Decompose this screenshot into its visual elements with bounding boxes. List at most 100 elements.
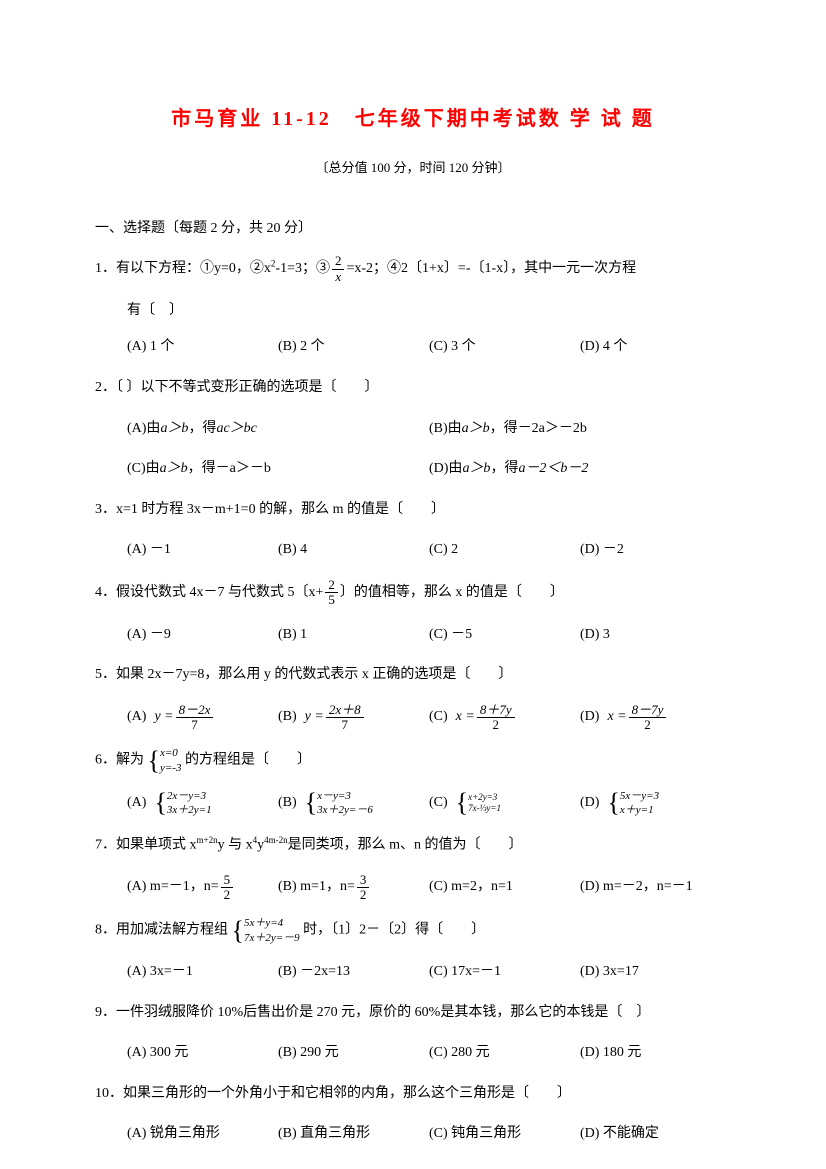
q9-opt-d: (D) 180 元 (580, 1040, 731, 1067)
q6-sys0-2: y=-3 (160, 761, 181, 775)
q7-s3: 4m-2n (264, 835, 288, 845)
q1-continue: 有〔 〕 (95, 298, 731, 325)
q4-opt-b: (B) 1 (278, 622, 429, 649)
q7-options: (A) m=－1，n=52 (B) m=1，n=32 (C) m=2，n=1 (… (95, 873, 731, 903)
q6d-2: x＋y=1 (620, 803, 659, 817)
q2a-3: ，得 (188, 416, 216, 443)
q4-options: (A) －9 (B) 1 (C) －5 (D) 3 (95, 622, 731, 649)
q5c-v: x = (456, 704, 475, 731)
q4-opt-a: (A) －9 (127, 622, 278, 649)
q4-frac-den: 5 (325, 593, 338, 607)
question-3: 3．x=1 时方程 3x－m+1=0 的解，那么 m 的值是〔 〕 (95, 497, 731, 524)
q2b-3: ，得－2a＞－2b (490, 416, 587, 443)
q2-opt-b: (B)由a＞b，得－2a＞－2b (429, 416, 731, 443)
q7-s1: m+2n (197, 835, 218, 845)
q8-b: 时，〔1〕2－〔2〕得〔 〕 (303, 923, 485, 938)
q5b-l: (B) (278, 704, 297, 731)
q5b-num: 2x＋8 (326, 703, 364, 718)
question-2: 2．〔 〕以下不等式变形正确的选项是〔 〕 (95, 375, 731, 402)
q6-sys0-1: x=0 (160, 746, 181, 760)
q2c-1: (C)由 (127, 456, 160, 483)
q8-a: 8．用加减法解方程组 (95, 923, 228, 938)
question-9: 9．一件羽绒服降价 10%后售出价是 270 元，原价的 60%是其本钱，那么它… (95, 1000, 731, 1027)
q1-opt-b: (B) 2 个 (278, 334, 429, 361)
q2-options-1: (A)由a＞b，得ac＞bc (B)由a＞b，得－2a＞－2b (95, 416, 731, 443)
q4-opt-d: (D) 3 (580, 622, 731, 649)
q5d-den: 2 (641, 718, 654, 732)
q8-options: (A) 3x=－1 (B) －2x=13 (C) 17x=－1 (D) 3x=1… (95, 959, 731, 986)
q9-opt-a: (A) 300 元 (127, 1040, 278, 1067)
q6c-l: (C) (429, 790, 448, 817)
q1-opt-d: (D) 4 个 (580, 334, 731, 361)
brace-icon: { (456, 790, 468, 816)
q5c-l: (C) (429, 704, 448, 731)
question-5: 5．如果 2x－7y=8，那么用 y 的代数式表示 x 正确的选项是〔 〕 (95, 662, 731, 689)
q2b-2: a＞b (462, 416, 490, 443)
q8-opt-a: (A) 3x=－1 (127, 959, 278, 986)
q6-stem-a: 6．解为 (95, 753, 144, 768)
q2d-3: ，得 (490, 456, 518, 483)
question-10: 10．如果三角形的一个外角小于和它相邻的内角，那么这个三角形是〔 〕 (95, 1081, 731, 1108)
q8-s2: 7x＋2y=－9 (244, 931, 300, 945)
q7a-num: 5 (221, 873, 234, 888)
q5-opt-b: (B) y = 2x＋87 (278, 703, 429, 733)
q2-opt-a: (A)由a＞b，得ac＞bc (127, 416, 429, 443)
q1-stem-b: -1=3；③ (275, 261, 330, 276)
q7-d: 是同类项，那么 m、n 的值为〔 〕 (288, 837, 523, 852)
q3-options: (A) －1 (B) 4 (C) 2 (D) －2 (95, 537, 731, 564)
q2d-1: (D)由 (429, 456, 462, 483)
q5-options: (A) y = 8－2x7 (B) y = 2x＋87 (C) x = 8＋7y… (95, 703, 731, 733)
q2d-2: a＞b (462, 456, 490, 483)
q7-opt-b: (B) m=1，n=32 (278, 873, 429, 903)
q9-opt-b: (B) 290 元 (278, 1040, 429, 1067)
q5d-v: x = (607, 704, 626, 731)
q10-options: (A) 锐角三角形 (B) 直角三角形 (C) 钝角三角形 (D) 不能确定 (95, 1121, 731, 1148)
q5a-l: (A) (127, 704, 146, 731)
q9-opt-c: (C) 280 元 (429, 1040, 580, 1067)
q6b-l: (B) (278, 790, 297, 817)
q5c-den: 2 (489, 718, 502, 732)
q5d-l: (D) (580, 704, 599, 731)
q2-opt-c: (C)由a＞b，得－a＞－b (127, 456, 429, 483)
brace-icon: { (607, 790, 619, 816)
q6-opt-b: (B) {x－y=33x＋2y=－6 (278, 789, 429, 818)
q2b-1: (B)由 (429, 416, 462, 443)
q6c-1: x+2y=3 (468, 792, 501, 804)
q7-b: y 与 x (218, 837, 253, 852)
q6-stem-b: 的方程组是〔 〕 (185, 753, 311, 768)
q10-opt-c: (C) 钝角三角形 (429, 1121, 580, 1148)
question-4: 4．假设代数式 4x－7 与代数式 5〔x+25〕的值相等，那么 x 的值是〔 … (95, 578, 731, 608)
q5a-num: 8－2x (176, 703, 214, 718)
q4-frac-num: 2 (325, 578, 338, 593)
brace-icon: { (148, 748, 160, 774)
q1-frac-den: x (332, 270, 344, 284)
q1-frac-num: 2 (332, 254, 345, 269)
q2a-1: (A)由 (127, 416, 160, 443)
brace-icon: { (305, 790, 317, 816)
q6c-2: 7x-⅓y=1 (468, 803, 501, 815)
q5b-v: y = (305, 704, 324, 731)
q6-opt-d: (D) {5x－y=3x＋y=1 (580, 789, 731, 818)
q8-opt-d: (D) 3x=17 (580, 959, 731, 986)
q5b-den: 7 (338, 718, 351, 732)
page-subtitle: 〔总分值 100 分，时间 120 分钟〕 (95, 156, 731, 181)
q2a-2: a＞b (160, 416, 188, 443)
q7-opt-c: (C) m=2，n=1 (429, 873, 580, 903)
q8-s1: 5x＋y=4 (244, 916, 300, 930)
q2-opt-d: (D)由a＞b，得a－2＜b－2 (429, 456, 731, 483)
q3-opt-c: (C) 2 (429, 537, 580, 564)
brace-icon: { (232, 918, 244, 944)
q2-options-2: (C)由a＞b，得－a＞－b (D)由a＞b，得a－2＜b－2 (95, 456, 731, 483)
q6d-l: (D) (580, 790, 599, 817)
q3-opt-a: (A) －1 (127, 537, 278, 564)
q6a-l: (A) (127, 790, 146, 817)
q6a-2: 3x＋2y=1 (167, 803, 212, 817)
q7a-t: (A) m=－1，n= (127, 874, 219, 901)
q7-a: 7．如果单项式 x (95, 837, 197, 852)
question-1: 1．有以下方程：①y=0，②x2-1=3；③2x=x-2；④2〔1+x〕=-〔1… (95, 254, 731, 284)
brace-icon: { (154, 790, 166, 816)
q2d-4: a－2＜b－2 (518, 456, 588, 483)
q1-opt-c: (C) 3 个 (429, 334, 580, 361)
q8-opt-b: (B) －2x=13 (278, 959, 429, 986)
q5-opt-d: (D) x = 8－7y2 (580, 703, 731, 733)
